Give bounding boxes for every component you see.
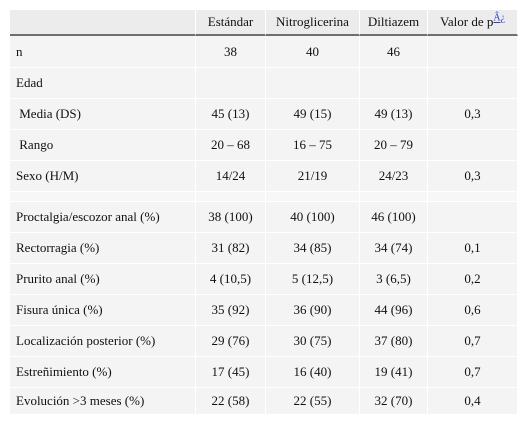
table-cell: 40: [266, 36, 360, 68]
table-row: Rango 20 – 68 16 – 75 20 – 79: [10, 130, 518, 161]
table-cell: 31 (82): [196, 233, 266, 264]
row-label: Evolución >3 meses (%): [10, 388, 196, 415]
spacer-cell: [196, 192, 266, 202]
table-cell: 36 (90): [266, 295, 360, 326]
table-cell: 16 – 75: [266, 130, 360, 161]
table-cell: 38: [196, 36, 266, 68]
table-cell: 34 (85): [266, 233, 360, 264]
table-cell: 0,3: [428, 161, 518, 192]
table-row: Evolución >3 meses (%) 22 (58) 22 (55) 32 (…: [10, 388, 518, 415]
row-label: Media (DS): [10, 99, 196, 130]
row-label: Sexo (H/M): [10, 161, 196, 192]
table-cell: 46 (100): [360, 202, 428, 233]
column-header-valor-p: Valor de pÂ¿: [428, 10, 518, 36]
table-cell: [428, 130, 518, 161]
spacer-cell: [10, 192, 196, 202]
table-row: Fisura única (%) 35 (92) 36 (90) 44 (96) 0,6: [10, 295, 518, 326]
table-cell: 45 (13): [196, 99, 266, 130]
row-label: Edad: [10, 68, 196, 99]
table-cell: 3 (6,5): [360, 264, 428, 295]
column-header-diltiazem: Diltiazem: [360, 10, 428, 36]
table-cell: 14/24: [196, 161, 266, 192]
table-cell: [266, 68, 360, 99]
table-cell: 24/23: [360, 161, 428, 192]
table-cell: 0,3: [428, 99, 518, 130]
table-row: Media (DS) 45 (13) 49 (15) 49 (13) 0,3: [10, 99, 518, 130]
row-label: Prurito anal (%): [10, 264, 196, 295]
table-cell: 19 (41): [360, 357, 428, 388]
table-cell: 20 – 79: [360, 130, 428, 161]
table-cell: 29 (76): [196, 326, 266, 357]
table-body: n 38 40 46 Edad Media (DS) 45 (13) 49 (15) 49 (…: [10, 36, 518, 415]
footnote-link[interactable]: Â¿: [493, 12, 506, 24]
spacer-cell: [266, 192, 360, 202]
table-cell: [196, 68, 266, 99]
table-cell: 38 (100): [196, 202, 266, 233]
table-row: Localización posterior (%) 29 (76) 30 (75)…: [10, 326, 518, 357]
table-cell: 0,2: [428, 264, 518, 295]
spacer-cell: [360, 192, 428, 202]
row-label: Rectorragia (%): [10, 233, 196, 264]
table-row: n 38 40 46: [10, 36, 518, 68]
table-cell: 0,6: [428, 295, 518, 326]
table-cell: 20 – 68: [196, 130, 266, 161]
table-cell: 37 (80): [360, 326, 428, 357]
table-cell: 49 (13): [360, 99, 428, 130]
table-cell: 16 (40): [266, 357, 360, 388]
table-cell: 21/19: [266, 161, 360, 192]
table-cell: 5 (12,5): [266, 264, 360, 295]
row-label: Localización posterior (%): [10, 326, 196, 357]
data-table: Estándar Nitroglicerina Diltiazem Valor …: [10, 10, 518, 415]
row-label: Proctalgia/escozor anal (%): [10, 202, 196, 233]
table-row: Sexo (H/M) 14/24 21/19 24/23 0,3: [10, 161, 518, 192]
table-cell: 30 (75): [266, 326, 360, 357]
section-spacer-row: [10, 192, 518, 202]
data-table-container: Estándar Nitroglicerina Diltiazem Valor …: [10, 10, 518, 415]
table-cell: [428, 68, 518, 99]
table-cell: [428, 202, 518, 233]
table-row: Edad: [10, 68, 518, 99]
table-cell: [360, 68, 428, 99]
table-header-row: Estándar Nitroglicerina Diltiazem Valor …: [10, 10, 518, 36]
table-cell: 44 (96): [360, 295, 428, 326]
table-cell: 0,1: [428, 233, 518, 264]
table-cell: 35 (92): [196, 295, 266, 326]
valor-p-text: Valor de p: [439, 14, 494, 29]
column-header-estandar: Estándar: [196, 10, 266, 36]
table-row: Estreñimiento (%) 17 (45) 16 (40) 19 (41) 0,…: [10, 357, 518, 388]
table-cell: 46: [360, 36, 428, 68]
table-cell: 4 (10,5): [196, 264, 266, 295]
table-row: Proctalgia/escozor anal (%) 38 (100) 40 (1…: [10, 202, 518, 233]
table-cell: 0,7: [428, 357, 518, 388]
table-row: Rectorragia (%) 31 (82) 34 (85) 34 (74) 0,1: [10, 233, 518, 264]
column-header-label: [10, 10, 196, 36]
table-cell: 32 (70): [360, 388, 428, 415]
table-cell: 49 (15): [266, 99, 360, 130]
column-header-nitroglicerina: Nitroglicerina: [266, 10, 360, 36]
table-cell: 34 (74): [360, 233, 428, 264]
table-cell: 17 (45): [196, 357, 266, 388]
row-label: Estreñimiento (%): [10, 357, 196, 388]
table-cell: 0,7: [428, 326, 518, 357]
table-cell: 22 (55): [266, 388, 360, 415]
table-cell: 0,4: [428, 388, 518, 415]
spacer-cell: [428, 192, 518, 202]
table-cell: 22 (58): [196, 388, 266, 415]
table-cell: 40 (100): [266, 202, 360, 233]
row-label: Fisura única (%): [10, 295, 196, 326]
row-label: Rango: [10, 130, 196, 161]
table-row: Prurito anal (%) 4 (10,5) 5 (12,5) 3 (6,5) 0…: [10, 264, 518, 295]
table-cell: [428, 36, 518, 68]
row-label: n: [10, 36, 196, 68]
